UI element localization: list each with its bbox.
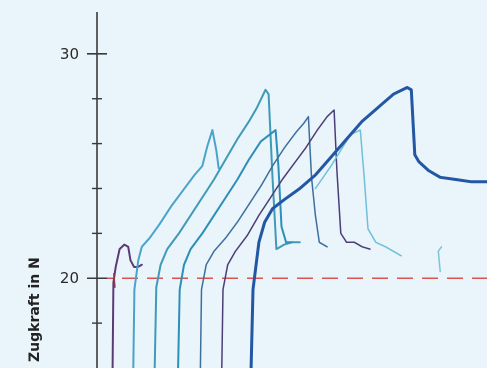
- series-line-4: [153, 88, 301, 368]
- series-line-3: [132, 129, 220, 368]
- series-line-2: [113, 273, 116, 288]
- series-line-8: [314, 129, 402, 257]
- y-tick-label: 30: [60, 45, 79, 63]
- y-axis-title: Zugkraft in N: [27, 257, 43, 362]
- series-line-6: [199, 115, 328, 368]
- series-line-9: [437, 246, 443, 273]
- y-tick-label: 20: [60, 269, 79, 287]
- series-line-10: [249, 86, 487, 368]
- series-line-7: [221, 109, 371, 368]
- series-line-5: [177, 129, 293, 368]
